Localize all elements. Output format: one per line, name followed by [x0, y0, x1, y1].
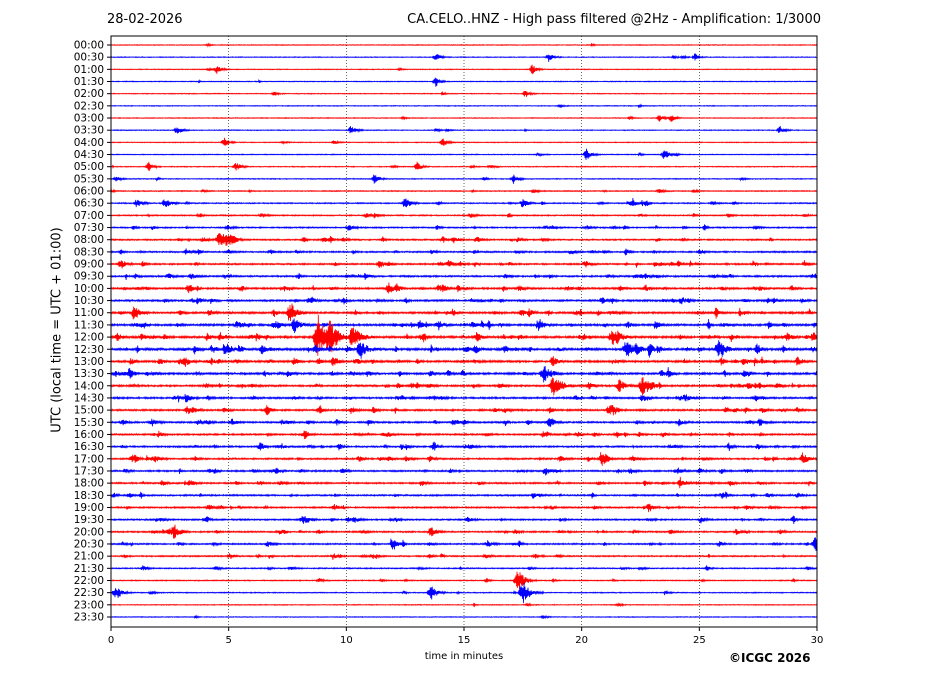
x-tick-label: 15	[458, 635, 471, 646]
x-tick-label: 10	[340, 635, 353, 646]
trace-row-2300	[110, 602, 818, 608]
trace-row-1400	[110, 377, 818, 396]
y-tick-label: 16:30	[74, 441, 104, 453]
y-tick-label: 04:30	[74, 149, 104, 161]
trace-row-1500	[110, 404, 818, 416]
y-tick-label: 06:00	[74, 186, 104, 198]
y-tick-label: 17:30	[74, 465, 104, 477]
y-axis-label: UTC (local time = UTC + 01:00)	[49, 227, 65, 433]
trace-row-1700	[110, 452, 818, 466]
trace-row-0500	[110, 161, 818, 172]
x-tick-label: 20	[575, 635, 588, 646]
y-tick-label: 20:00	[74, 526, 104, 538]
trace-row-0700	[110, 212, 818, 219]
y-tick-label: 23:00	[74, 599, 104, 611]
trace-row-2130	[110, 565, 818, 571]
y-tick-label: 22:30	[74, 587, 104, 599]
trace-row-1300	[110, 356, 818, 367]
y-tick-label: 20:30	[74, 538, 104, 550]
y-tick-label: 07:30	[74, 222, 104, 234]
trace-row-0630	[110, 197, 818, 208]
y-tick-label: 14:00	[74, 380, 104, 392]
x-tick-label: 25	[693, 635, 706, 646]
trace-row-2230	[110, 583, 818, 604]
y-tick-label: 16:00	[74, 429, 104, 441]
y-axis-ticks: 00:0000:3001:0001:3002:0002:3003:0003:30…	[74, 40, 111, 624]
y-tick-label: 00:30	[74, 52, 104, 64]
y-tick-label: 15:30	[74, 417, 104, 429]
y-tick-label: 05:30	[74, 173, 104, 185]
trace-row-0330	[110, 125, 818, 134]
y-tick-label: 09:00	[74, 259, 104, 271]
copyright-notice: ©ICGC 2026	[729, 651, 811, 665]
y-tick-label: 18:30	[74, 490, 104, 502]
trace-row-2330	[110, 614, 818, 620]
y-tick-label: 02:30	[74, 100, 104, 112]
trace-row-0530	[110, 174, 818, 184]
y-tick-label: 22:00	[74, 575, 104, 587]
y-tick-label: 18:00	[74, 478, 104, 490]
trace-row-1600	[110, 430, 818, 440]
trace-row-2200	[110, 571, 818, 590]
y-tick-label: 02:00	[74, 88, 104, 100]
y-tick-label: 12:30	[74, 344, 104, 356]
y-tick-label: 19:30	[74, 514, 104, 526]
x-tick-label: 0	[108, 635, 114, 646]
trace-row-1330	[110, 366, 818, 383]
y-tick-label: 19:00	[74, 502, 104, 514]
y-tick-label: 15:00	[74, 405, 104, 417]
y-tick-label: 14:30	[74, 392, 104, 404]
recording-date: 28-02-2026	[107, 12, 183, 27]
y-tick-label: 04:00	[74, 137, 104, 149]
trace-row-0600	[110, 188, 818, 194]
y-tick-label: 21:30	[74, 563, 104, 575]
trace-row-1430	[110, 393, 818, 403]
y-tick-label: 23:30	[74, 612, 104, 624]
y-tick-label: 01:00	[74, 64, 104, 76]
y-tick-label: 05:00	[74, 161, 104, 173]
x-tick-label: 30	[811, 635, 824, 646]
trace-row-0730	[110, 224, 818, 231]
plot-frame	[110, 35, 818, 628]
y-tick-label: 10:30	[74, 295, 104, 307]
y-tick-label: 12:00	[74, 332, 104, 344]
y-tick-label: 07:00	[74, 210, 104, 222]
y-tick-label: 21:00	[74, 551, 104, 563]
y-tick-label: 13:30	[74, 368, 104, 380]
y-tick-label: 03:00	[74, 113, 104, 125]
y-tick-label: 11:30	[74, 319, 104, 331]
y-tick-label: 11:00	[74, 307, 104, 319]
y-tick-label: 13:00	[74, 356, 104, 368]
y-tick-label: 17:00	[74, 453, 104, 465]
trace-row-1530	[110, 417, 818, 427]
y-tick-label: 10:00	[74, 283, 104, 295]
x-tick-label: 5	[225, 635, 231, 646]
y-tick-label: 06:30	[74, 198, 104, 210]
trace-row-2030	[110, 537, 818, 552]
y-tick-label: 09:30	[74, 271, 104, 283]
x-axis-label: time in minutes	[424, 651, 504, 662]
y-tick-label: 08:30	[74, 246, 104, 258]
x-axis-ticks: 0 5 10 15 20 25 30	[108, 627, 824, 646]
chart-title: CA.CELO..HNZ - High pass filtered @2Hz -…	[407, 12, 821, 27]
trace-row-0800	[110, 233, 818, 247]
trace-row-1630	[110, 441, 818, 452]
y-tick-label: 08:00	[74, 234, 104, 246]
time-grid	[228, 36, 700, 627]
trace-row-0430	[110, 148, 818, 160]
y-tick-label: 00:00	[74, 40, 104, 52]
y-tick-label: 03:30	[74, 125, 104, 137]
y-tick-label: 01:30	[74, 76, 104, 88]
